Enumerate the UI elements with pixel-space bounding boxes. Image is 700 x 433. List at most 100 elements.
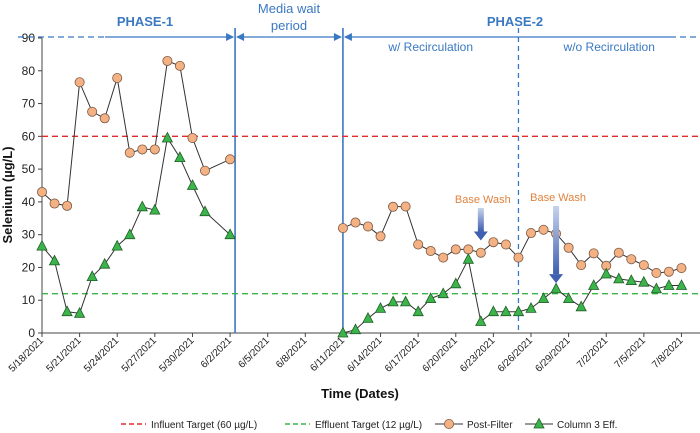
x-tick-label: 6/20/2021 — [421, 335, 461, 375]
column3-point — [663, 279, 675, 290]
legend-column3-marker — [533, 417, 545, 429]
with-recirculation-label: w/ Recirculation — [387, 40, 473, 54]
post-filter-point — [225, 154, 236, 165]
column3-point — [550, 282, 562, 294]
column3-point — [575, 300, 587, 312]
post-filter-point — [638, 260, 649, 271]
column3-point — [73, 306, 86, 318]
post-filter-point — [588, 248, 599, 259]
post-filter-point — [475, 247, 486, 258]
post-filter-point — [651, 268, 662, 279]
column3-point — [625, 274, 637, 286]
base-wash-label: Base Wash — [455, 194, 511, 206]
y-tick-label: 90 — [22, 31, 36, 45]
post-filter-point — [488, 237, 499, 248]
column3-point — [399, 295, 412, 307]
base-wash-arrow-shaft — [553, 206, 560, 275]
column3-point — [562, 292, 575, 304]
wait-label-line1: Media wait — [258, 1, 321, 16]
post-filter-point — [149, 144, 160, 155]
post-filter-point — [513, 252, 524, 263]
x-tick-label: 6/17/2021 — [383, 335, 423, 375]
post-filter-point — [388, 201, 399, 212]
phase1-arrowhead — [226, 33, 235, 41]
column3-point — [149, 203, 161, 215]
post-filter-point — [124, 147, 135, 158]
x-axis-ticks: 5/18/20215/21/20215/24/20215/27/20215/30… — [7, 333, 686, 375]
column3-point — [337, 326, 349, 338]
column3-point — [48, 254, 61, 266]
post-filter-point — [99, 113, 110, 124]
post-filter-point — [187, 132, 198, 143]
post-filter-point — [500, 239, 511, 250]
column3-point — [537, 292, 550, 304]
wait-label-line2: period — [271, 18, 307, 33]
post-filter-point — [663, 266, 674, 277]
column3-point — [349, 323, 362, 335]
post-filter-point — [350, 217, 361, 228]
column3-point — [161, 131, 174, 143]
post-filter-point — [375, 231, 386, 242]
wait-right-arrowhead — [333, 33, 342, 41]
post-filter-point — [174, 60, 185, 71]
post-filter-point — [62, 200, 73, 211]
post-filter-point — [337, 223, 348, 234]
post-filter-point — [463, 244, 474, 255]
column3-point — [136, 200, 148, 212]
column3-point — [650, 282, 663, 294]
post-filter-point — [413, 239, 424, 250]
column3-point — [638, 275, 650, 287]
legend-postfilter-label: Post-Filter — [467, 420, 513, 431]
column3-point — [362, 311, 374, 323]
x-tick-label: 5/21/2021 — [44, 335, 84, 375]
column3-point — [437, 287, 449, 299]
column3-point — [174, 151, 186, 163]
x-tick-label: 5/18/2021 — [7, 335, 47, 375]
post-filter-point — [112, 72, 123, 83]
y-tick-label: 70 — [22, 97, 36, 111]
post-filter-point — [626, 254, 637, 265]
x-tick-label: 5/27/2021 — [120, 335, 160, 375]
column3-point — [111, 239, 123, 251]
column3-line — [342, 257, 682, 334]
x-tick-label: 7/5/2021 — [613, 335, 649, 371]
reference-lines — [42, 135, 700, 295]
x-tick-label: 7/8/2021 — [650, 335, 686, 371]
y-tick-label: 60 — [22, 129, 36, 143]
column3-point — [61, 305, 73, 317]
legend-effluent-label: Effluent Target (12 µg/L) — [315, 420, 422, 431]
post-filter-point — [362, 221, 373, 232]
post-filter-point — [563, 242, 574, 253]
column3-point — [224, 228, 236, 240]
column3-point — [124, 228, 136, 240]
without-recirculation-label: w/o Recirculation — [563, 40, 655, 54]
x-tick-label: 6/29/2021 — [533, 335, 573, 375]
post-filter-line — [342, 205, 682, 274]
legend: Influent Target (60 µg/L) Effluent Target… — [121, 417, 617, 431]
post-filter-point — [400, 201, 411, 212]
y-axis-title: Selenium (µg/L) — [0, 146, 15, 243]
column3-line — [41, 136, 231, 314]
y-axis-ticks: 0 10 20 30 40 50 60 70 80 90 — [22, 31, 42, 340]
post-filter-point — [87, 106, 98, 117]
post-filter-point — [450, 244, 461, 255]
column3-point — [512, 305, 525, 317]
plot-frame — [41, 38, 700, 334]
post-filter-point — [526, 228, 537, 239]
legend-influent-label: Influent Target (60 µg/L) — [151, 420, 257, 431]
x-axis-title: Time (Dates) — [321, 386, 399, 401]
post-filter-point — [438, 252, 449, 263]
phase2-label: PHASE-2 — [487, 14, 543, 29]
post-filter-point — [676, 263, 687, 274]
x-tick-label: 7/2/2021 — [575, 335, 611, 371]
x-tick-label: 6/2/2021 — [199, 335, 235, 371]
phase1-label: PHASE-1 — [117, 14, 173, 29]
post-filter-line — [41, 60, 231, 207]
column3-point — [374, 302, 387, 313]
post-filter-point — [137, 144, 148, 155]
column3-point — [525, 302, 537, 313]
y-tick-label: 50 — [22, 162, 36, 176]
x-tick-label: 6/5/2021 — [237, 335, 273, 371]
x-tick-label: 5/30/2021 — [157, 335, 197, 375]
